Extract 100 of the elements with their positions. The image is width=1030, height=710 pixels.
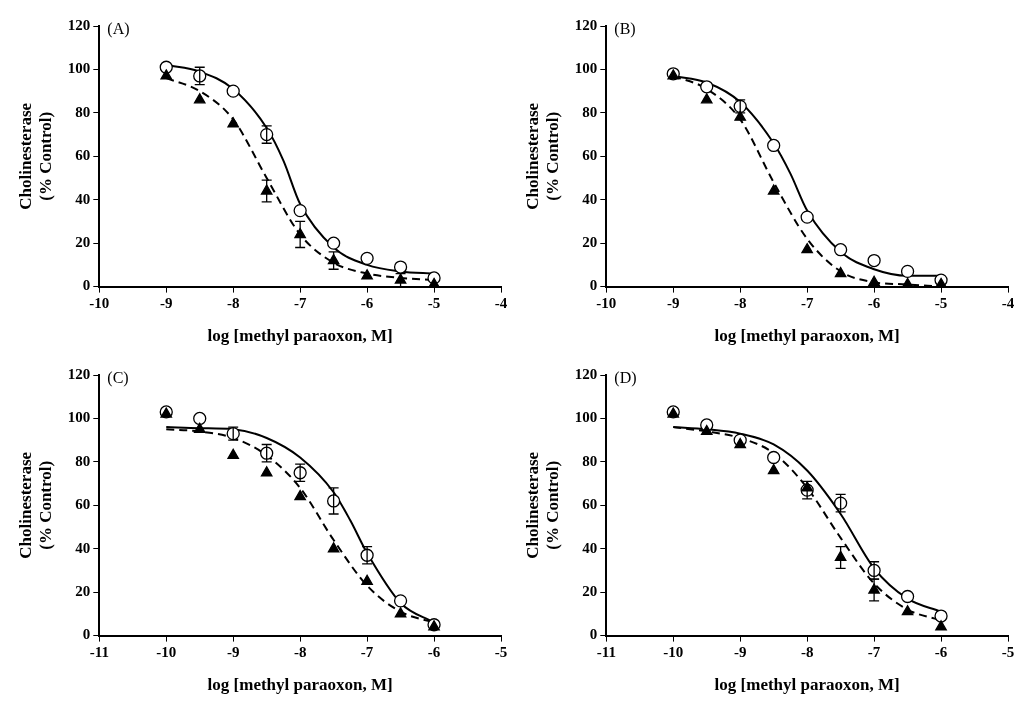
x-tick-label: -4 [1001, 295, 1015, 312]
y-tick-label: 100 [574, 409, 598, 426]
x-tick-label: -6 [867, 295, 881, 312]
point [393, 260, 408, 274]
y-tick-label: 120 [574, 365, 598, 382]
x-tick-label: -6 [360, 295, 374, 312]
x-tick-label: -7 [800, 295, 814, 312]
point [833, 243, 848, 257]
point [700, 80, 714, 94]
x-tick-label: -7 [867, 644, 881, 661]
y-tick-label: 120 [67, 16, 91, 33]
point [901, 605, 914, 616]
x-tick-label: -4 [494, 295, 508, 312]
y-tick-label: 120 [67, 365, 91, 382]
point [767, 450, 781, 465]
x-tick-label: -7 [293, 295, 307, 312]
y-tick-label: 80 [75, 452, 91, 469]
x-tick-label: -8 [800, 644, 814, 661]
point [767, 463, 780, 475]
point [900, 264, 915, 279]
y-tick-label: 80 [582, 103, 598, 120]
y-tick-label: 100 [574, 60, 598, 77]
point [393, 594, 408, 608]
y-tick-label: 60 [75, 147, 91, 164]
x-tick-label: -11 [596, 644, 616, 661]
x-tick-label: -9 [667, 295, 680, 312]
point [700, 424, 713, 436]
x-tick-label: -5 [1001, 644, 1015, 661]
point [734, 110, 747, 121]
y-tick-label: 60 [75, 496, 91, 513]
y-axis-title: Cholinesterase (% Control) [522, 102, 562, 210]
y-tick-label: 80 [75, 103, 91, 120]
y-axis-title: Cholinesterase (% Control) [15, 451, 55, 559]
y-tick-label: 0 [82, 626, 91, 643]
point [193, 411, 207, 426]
y-tick-label: 40 [582, 539, 598, 556]
x-axis-title: log [methyl paraoxon, M] [714, 675, 900, 695]
y-tick-label: 120 [574, 16, 598, 33]
point [226, 84, 240, 98]
x-tick-label: -6 [427, 644, 441, 661]
x-tick-label: -5 [494, 644, 508, 661]
x-tick-label: -9 [226, 644, 240, 661]
x-tick-label: -8 [733, 295, 747, 312]
y-tick-label: 40 [75, 539, 91, 556]
y-tick-label: 100 [67, 60, 91, 77]
y-tick-label: 20 [582, 234, 598, 251]
x-tick-label: -9 [160, 295, 173, 312]
point [227, 117, 240, 128]
point [193, 93, 206, 104]
point [160, 69, 173, 80]
point [326, 236, 341, 250]
chart-title: (A) [107, 20, 130, 39]
x-tick-label: -10 [596, 295, 617, 312]
y-tick-label: 80 [582, 452, 598, 469]
point [834, 266, 847, 278]
y-tick-label: 0 [589, 277, 598, 294]
y-tick-label: 20 [582, 583, 598, 600]
point [868, 275, 880, 286]
point [260, 466, 273, 477]
y-axis-title: Cholinesterase (% Control) [522, 451, 562, 559]
x-tick-label: -8 [226, 295, 240, 312]
point [394, 273, 407, 284]
x-tick-label: -10 [89, 295, 110, 312]
chart-title: (D) [614, 369, 637, 388]
point [867, 253, 881, 268]
point [327, 542, 340, 553]
point [360, 251, 374, 266]
point [361, 269, 373, 280]
point [900, 589, 915, 604]
point [935, 620, 947, 631]
point [801, 243, 813, 254]
point [734, 437, 747, 449]
x-tick-label: -6 [934, 644, 948, 661]
point [361, 574, 373, 585]
y-tick-label: 0 [82, 277, 91, 294]
point [800, 210, 814, 224]
point [934, 609, 948, 623]
point [294, 489, 306, 501]
y-tick-label: 60 [582, 496, 598, 513]
point [801, 481, 813, 492]
x-tick-label: -5 [934, 295, 948, 312]
y-tick-label: 40 [75, 190, 91, 207]
point [293, 203, 307, 218]
x-axis-title: log [methyl paraoxon, M] [207, 326, 393, 346]
y-tick-label: 100 [67, 409, 91, 426]
y-tick-label: 20 [75, 234, 91, 251]
y-tick-label: 40 [582, 190, 598, 207]
point [700, 93, 713, 104]
point [227, 448, 240, 459]
x-tick-label: -11 [89, 644, 109, 661]
point [193, 422, 206, 433]
point [767, 184, 780, 195]
x-tick-label: -8 [293, 644, 307, 661]
x-tick-label: -9 [733, 644, 747, 661]
x-tick-label: -5 [427, 295, 441, 312]
y-axis-title: Cholinesterase (% Control) [15, 102, 55, 210]
y-tick-label: 60 [582, 147, 598, 164]
y-tick-label: 0 [589, 626, 598, 643]
x-tick-label: -10 [663, 644, 684, 661]
x-axis-title: log [methyl paraoxon, M] [207, 675, 393, 695]
